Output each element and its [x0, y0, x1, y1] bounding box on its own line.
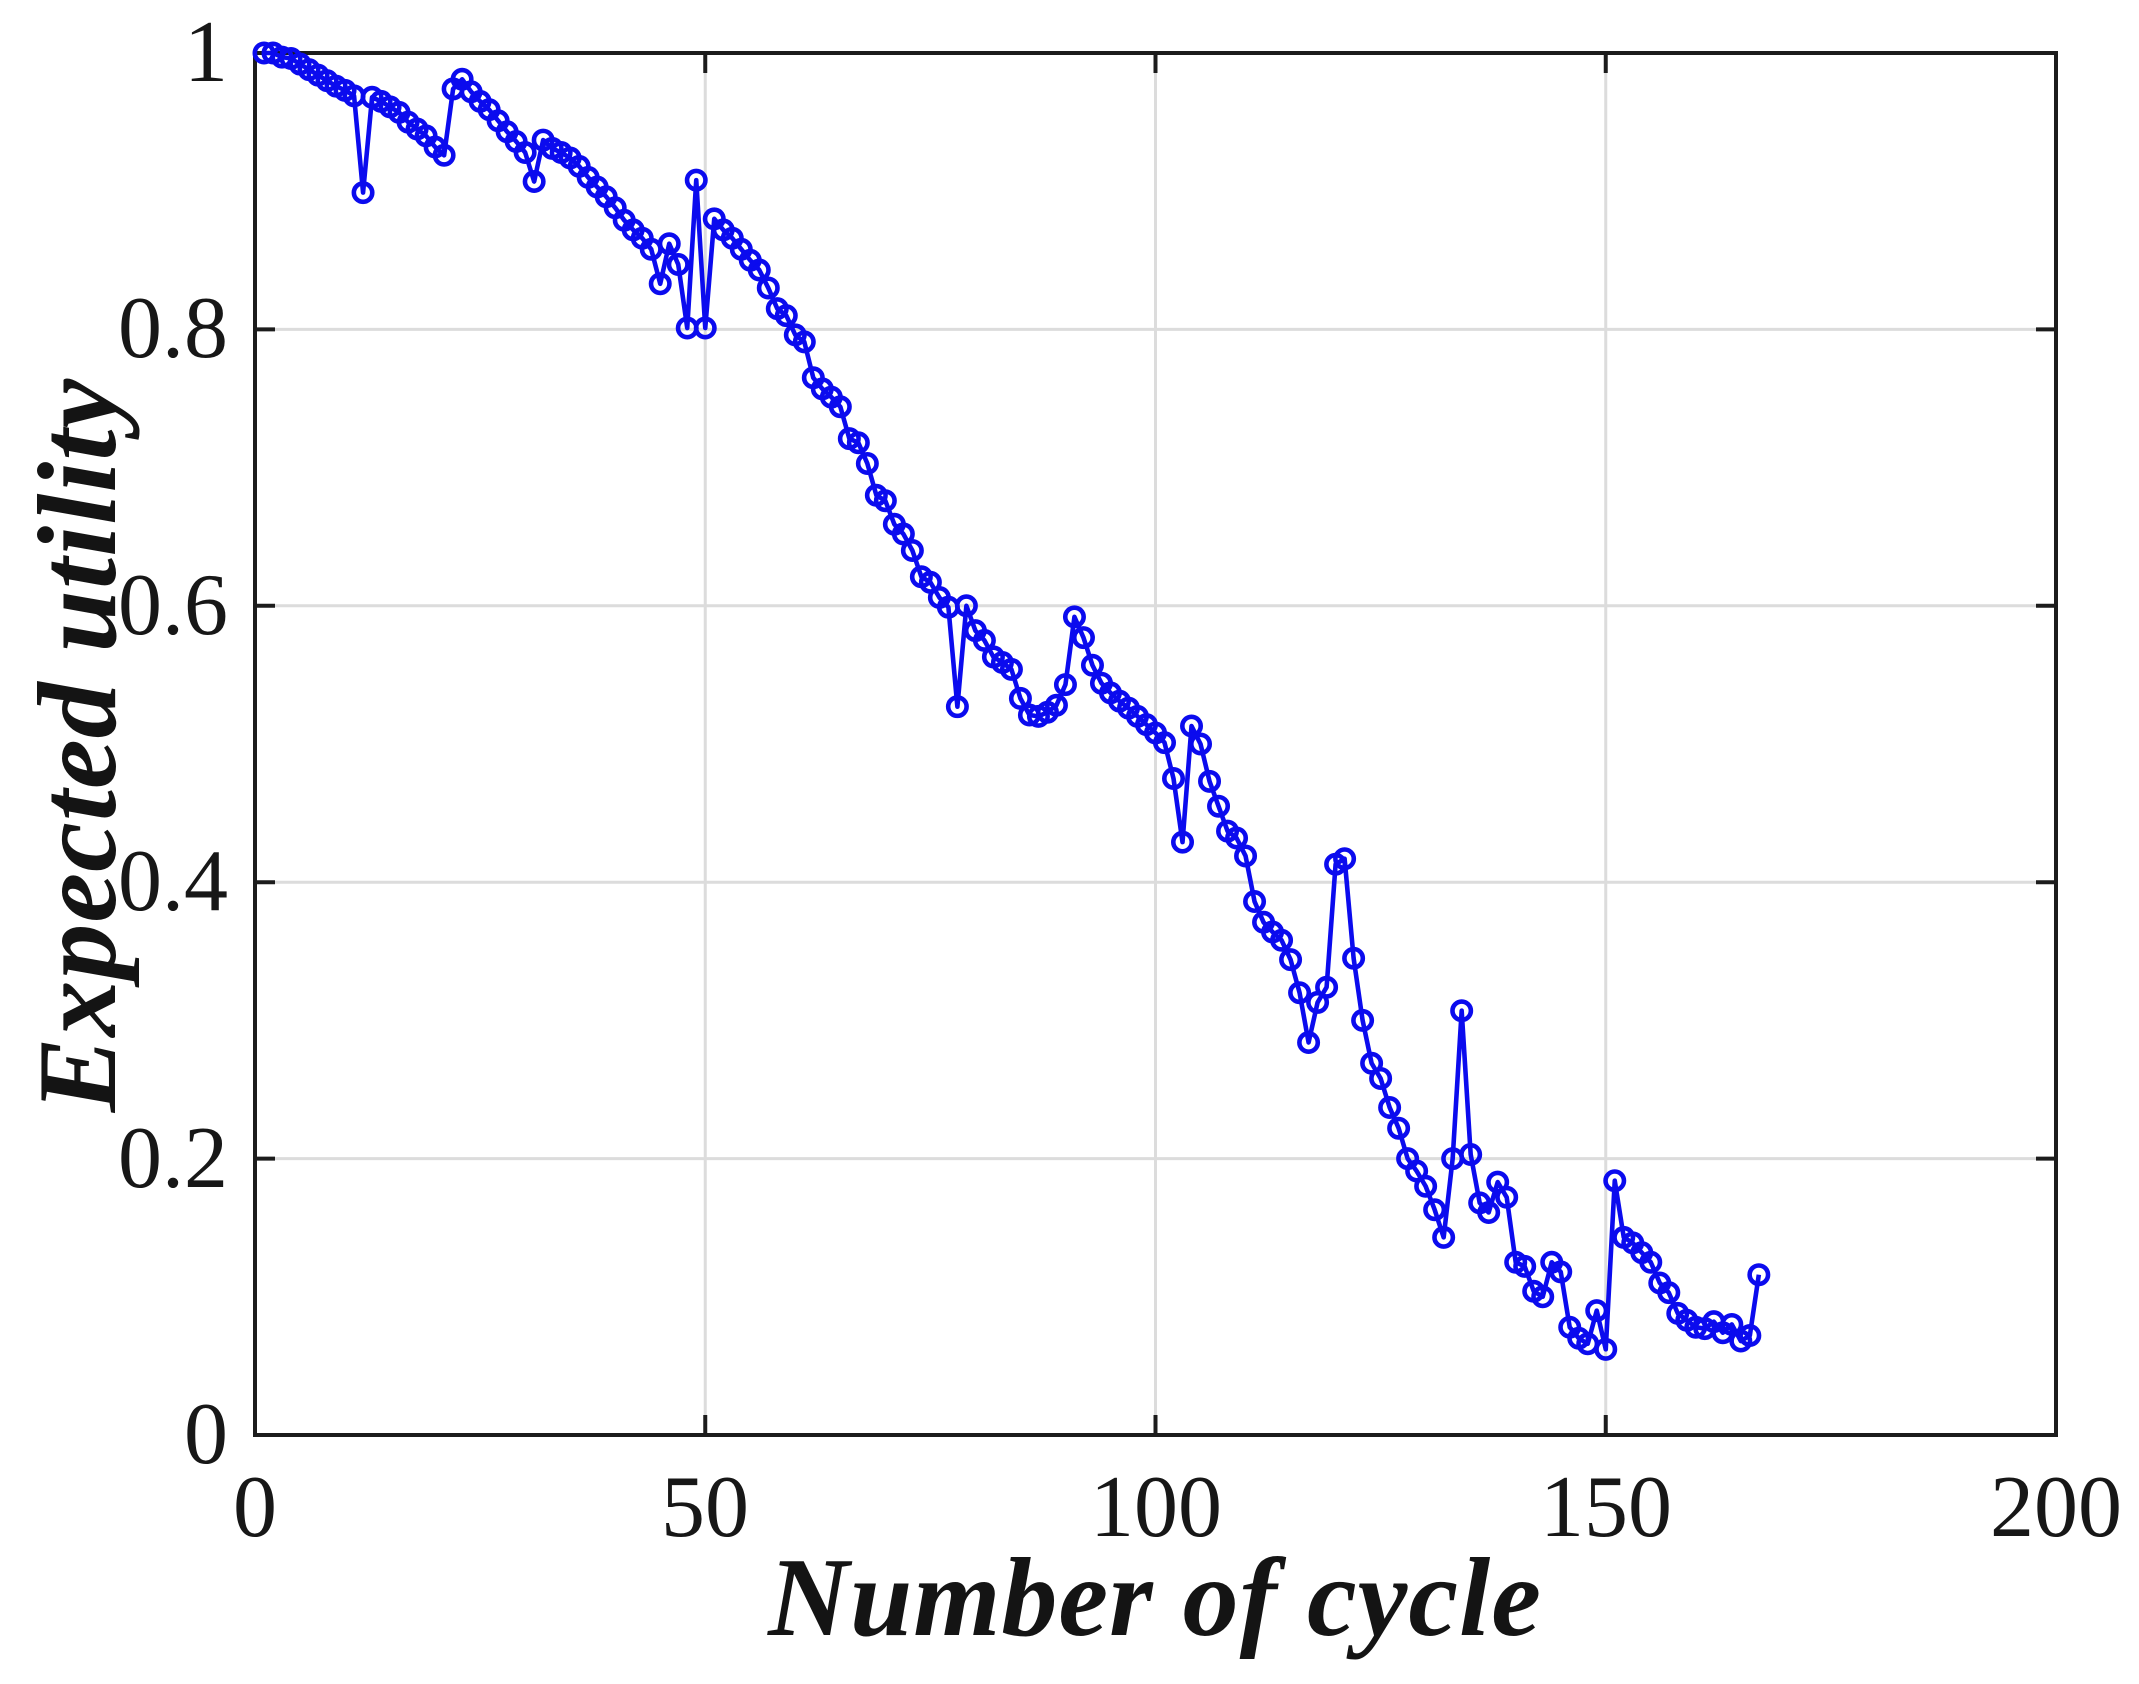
- data-point: [1279, 948, 1303, 972]
- data-point: [1008, 686, 1032, 710]
- x-tick-label-100: 100: [1090, 1459, 1222, 1556]
- axis-box: [253, 51, 2058, 1437]
- data-point: [1747, 1263, 1771, 1287]
- data-point: [1243, 890, 1267, 914]
- data-point: [1207, 794, 1231, 818]
- data-point: [1549, 1260, 1573, 1284]
- x-tick-label-50: 50: [661, 1459, 749, 1556]
- data-point: [1657, 1281, 1681, 1305]
- data-point: [1080, 653, 1104, 677]
- data-point: [954, 594, 978, 618]
- data-point: [1171, 830, 1195, 854]
- data-point: [1513, 1254, 1537, 1278]
- data-point: [945, 695, 969, 719]
- data-point: [1234, 844, 1258, 868]
- data-point: [666, 252, 690, 276]
- data-point: [1531, 1285, 1555, 1309]
- data-point: [1432, 1225, 1456, 1249]
- y-tick-label-1: 1: [184, 4, 228, 101]
- data-point: [1225, 826, 1249, 850]
- data-point: [1288, 981, 1312, 1005]
- data-point: [1297, 1031, 1321, 1055]
- data-point: [1603, 1169, 1627, 1193]
- data-point: [756, 276, 780, 300]
- data-markers: [252, 41, 1771, 1361]
- data-point: [1585, 1299, 1609, 1323]
- y-tick-label-0: 0: [184, 1386, 228, 1483]
- data-point: [828, 395, 852, 419]
- data-point: [513, 141, 537, 165]
- grid-lines: [255, 53, 2056, 1435]
- data-point: [999, 657, 1023, 681]
- data-point: [873, 489, 897, 513]
- data-point: [1189, 732, 1213, 756]
- data-point: [1180, 714, 1204, 738]
- y-tick-label-0-6: 0.6: [118, 557, 228, 654]
- data-point: [1333, 847, 1357, 871]
- data-point: [1044, 693, 1068, 717]
- data-point: [1720, 1312, 1744, 1336]
- data-point: [1423, 1198, 1447, 1222]
- data-point: [1459, 1142, 1483, 1166]
- data-point: [1639, 1250, 1663, 1274]
- data-point: [972, 628, 996, 652]
- data-point: [1053, 673, 1077, 697]
- data-point: [657, 232, 681, 256]
- y-axis-title: Expected utility: [16, 377, 140, 1113]
- y-tick-label-0-8: 0.8: [118, 280, 228, 377]
- data-point: [1351, 1008, 1375, 1032]
- data-point: [846, 431, 870, 455]
- data-point: [351, 181, 375, 205]
- data-point: [1387, 1116, 1411, 1140]
- x-tick-label-150: 150: [1540, 1459, 1672, 1556]
- data-point: [1414, 1174, 1438, 1198]
- data-point: [522, 170, 546, 194]
- data-point: [1071, 626, 1095, 650]
- data-point: [693, 316, 717, 340]
- data-point: [1315, 975, 1339, 999]
- data-point: [1477, 1200, 1501, 1224]
- data-point: [1062, 605, 1086, 629]
- data-point: [792, 330, 816, 354]
- data-point: [1162, 767, 1186, 791]
- data-point: [684, 168, 708, 192]
- data-point: [891, 522, 915, 546]
- data-point: [900, 539, 924, 563]
- data-point: [1738, 1323, 1762, 1347]
- x-tick-label-0: 0: [233, 1459, 277, 1556]
- data-point: [1153, 731, 1177, 755]
- y-tick-label-0-2: 0.2: [118, 1110, 228, 1207]
- data-point: [432, 143, 456, 167]
- data-point: [1594, 1337, 1618, 1361]
- data-point: [1495, 1185, 1519, 1209]
- data-point: [747, 258, 771, 282]
- data-point: [1270, 928, 1294, 952]
- data-point: [855, 451, 879, 475]
- data-point: [1369, 1066, 1393, 1090]
- data-point: [648, 272, 672, 296]
- x-axis-title: Number of cycle: [768, 1536, 1542, 1660]
- x-tick-label-200: 200: [1990, 1459, 2122, 1556]
- data-point: [1378, 1095, 1402, 1119]
- data-point: [1450, 999, 1474, 1023]
- data-point: [1198, 769, 1222, 793]
- data-point: [774, 304, 798, 328]
- y-tick-label-0-4: 0.4: [118, 833, 228, 930]
- data-point: [1342, 946, 1366, 970]
